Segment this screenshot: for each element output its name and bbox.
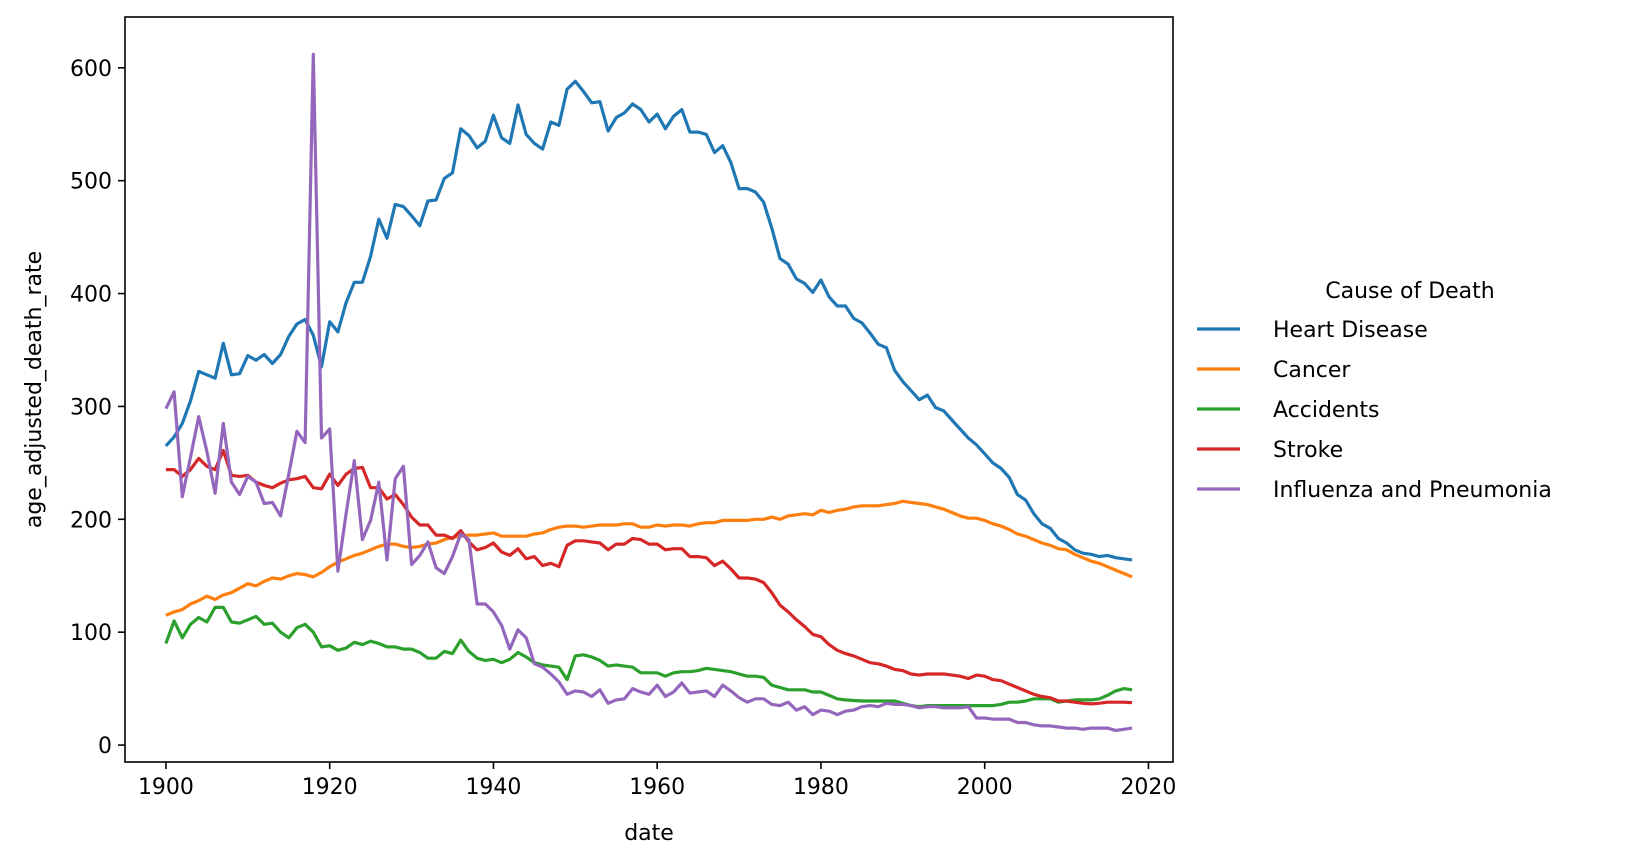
legend-label: Heart Disease [1273, 318, 1428, 343]
series-line-2 [164, 605, 1133, 709]
legend-label: Stroke [1273, 438, 1343, 463]
y-tick-label: 600 [70, 57, 112, 82]
y-tick-label: 400 [70, 283, 112, 308]
y-axis-title: age_adjusted_death_rate [22, 251, 47, 528]
series-line-4 [164, 52, 1133, 732]
x-tick-label: 2020 [1120, 775, 1176, 800]
plot-series-group [164, 52, 1133, 732]
legend-label: Cancer [1273, 358, 1351, 383]
x-axis: 1900 1920 1940 1960 1980 2000 2020 [138, 762, 1176, 800]
y-tick-label: 200 [70, 508, 112, 533]
x-tick-label: 1940 [465, 775, 521, 800]
x-tick-label: 1980 [793, 775, 849, 800]
y-tick-label: 300 [70, 395, 112, 420]
y-tick-label: 500 [70, 170, 112, 195]
series-line-1 [165, 499, 1133, 617]
legend: Cause of Death Heart Disease Cancer Accide… [1197, 279, 1552, 503]
axes-frame [124, 16, 1174, 763]
series-line-0 [164, 79, 1133, 562]
y-axis: 0 100 200 300 400 500 600 [70, 57, 125, 759]
x-axis-title: date [624, 821, 674, 846]
x-tick-label: 2000 [957, 775, 1013, 800]
legend-label: Influenza and Pneumonia [1273, 478, 1552, 503]
legend-label: Accidents [1273, 398, 1380, 423]
y-tick-label: 100 [70, 621, 112, 646]
x-tick-label: 1960 [629, 775, 685, 800]
legend-title: Cause of Death [1325, 279, 1495, 304]
series-line-3 [165, 448, 1133, 706]
y-tick-label: 0 [98, 734, 112, 759]
x-tick-label: 1900 [138, 775, 194, 800]
x-tick-label: 1920 [302, 775, 358, 800]
